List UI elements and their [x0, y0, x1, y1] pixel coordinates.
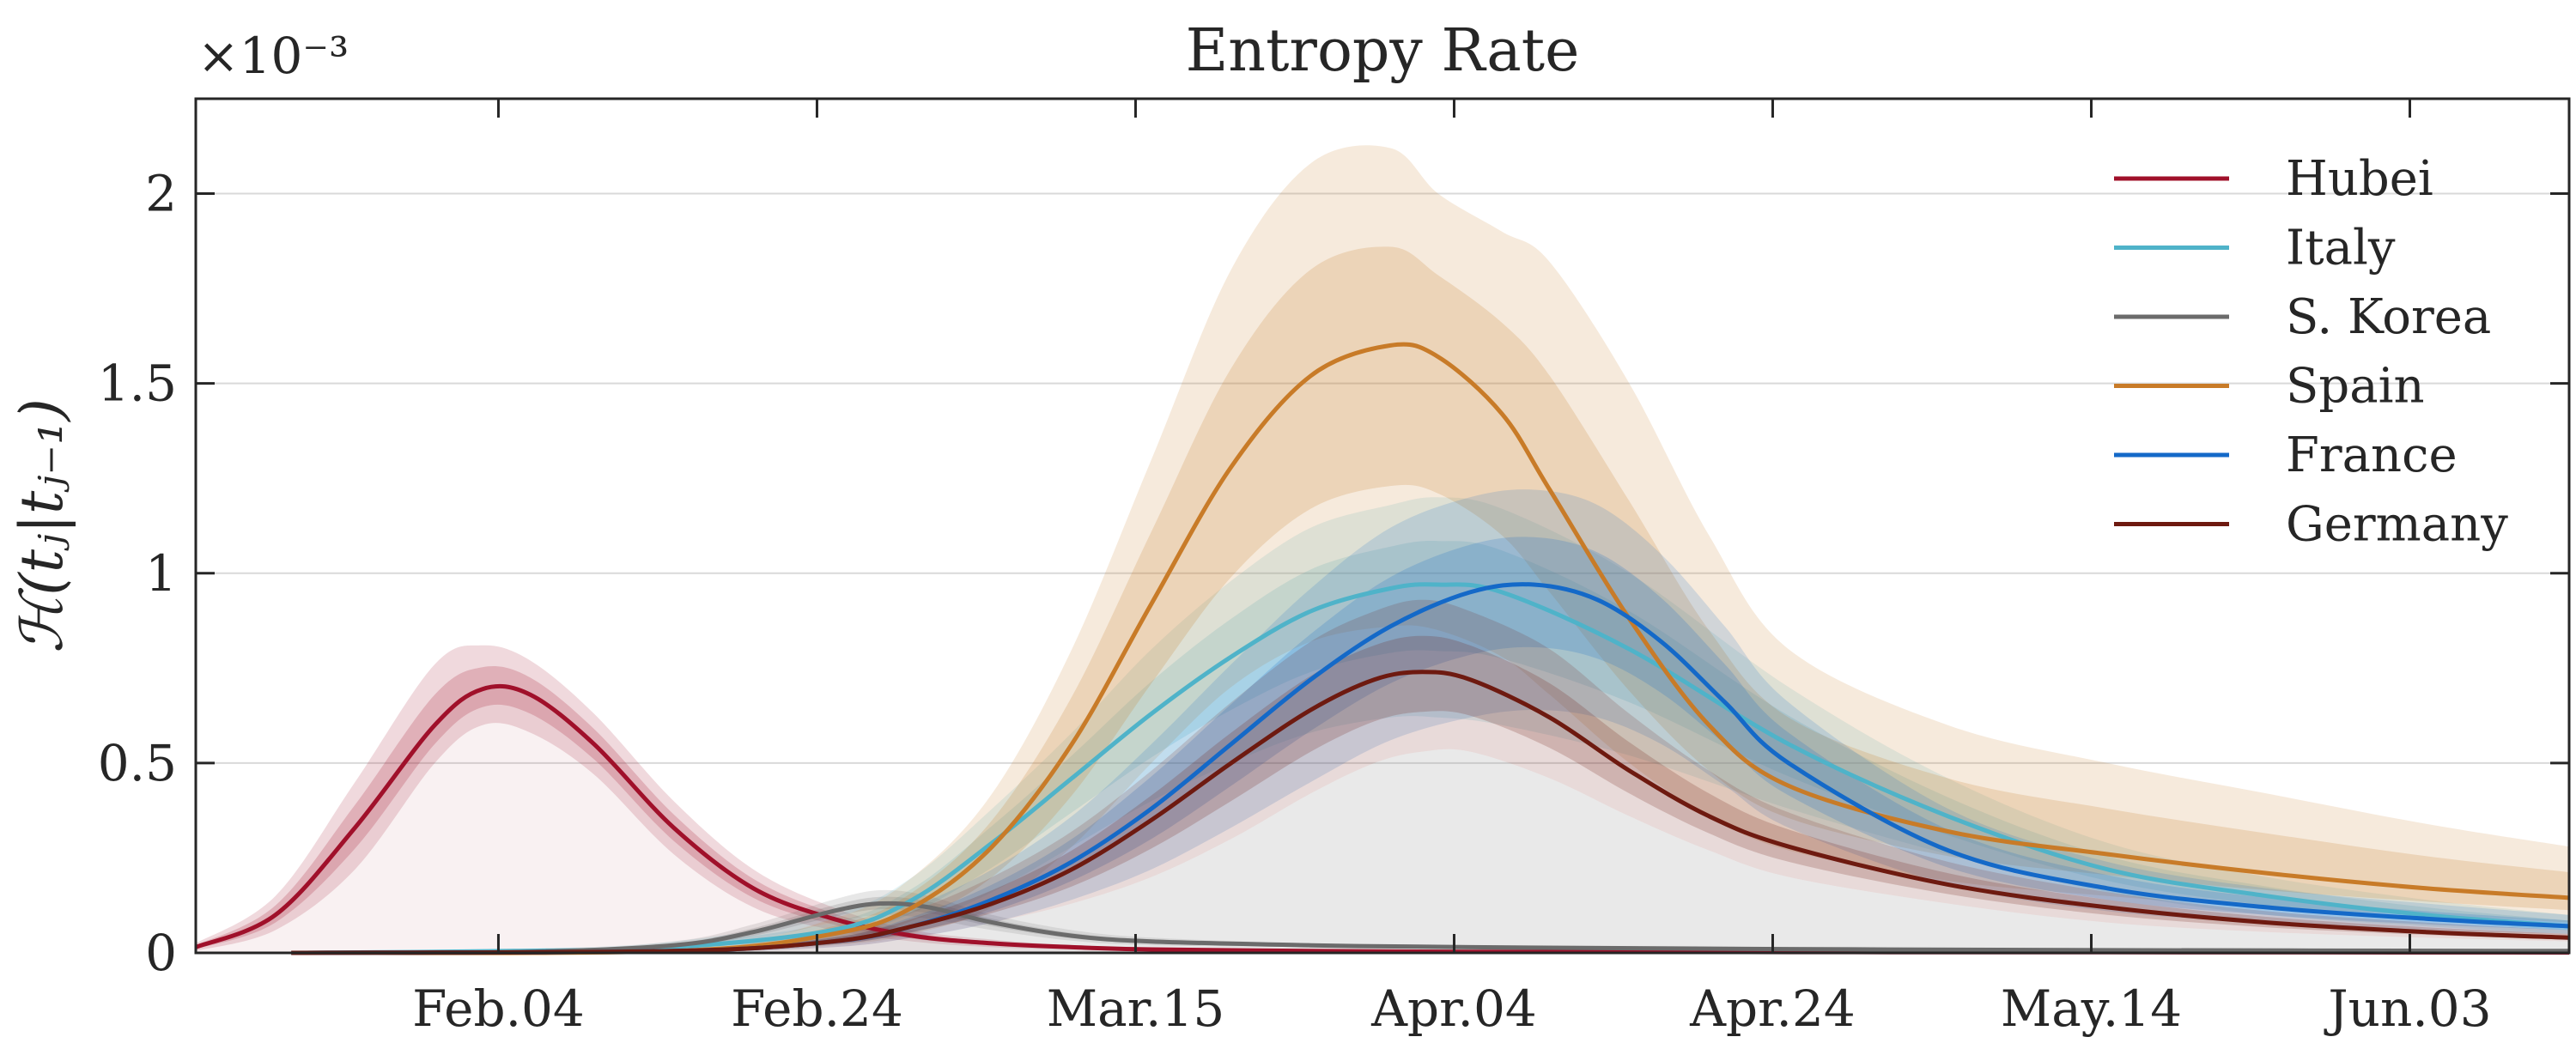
- x-tick-label: Jun.03: [2324, 979, 2491, 1038]
- legend-label-italy: Italy: [2286, 221, 2396, 276]
- x-tick-label: May.14: [2001, 979, 2182, 1038]
- germany-area-fill: [291, 749, 2569, 953]
- hubei-area-fill: [196, 686, 2569, 953]
- x-tick-label: Apr.04: [1370, 979, 1537, 1038]
- y-tick-label: 0.5: [98, 734, 177, 792]
- legend-label-hubei: Hubei: [2286, 151, 2433, 207]
- legend-label-s-korea: S. Korea: [2286, 289, 2491, 345]
- y-tick-label: 0: [145, 924, 177, 982]
- italy-line: [291, 582, 2570, 955]
- y-axis-label: ℋ(tⱼ|tⱼ₋₁): [9, 398, 76, 653]
- s-korea-line: [291, 900, 2570, 955]
- legend-label-spain: Spain: [2286, 359, 2425, 415]
- legend-label-france: France: [2286, 428, 2458, 483]
- spain-line: [291, 342, 2570, 955]
- y-tick-label: 2: [145, 165, 177, 223]
- chart-title: Entropy Rate: [1186, 17, 1580, 85]
- x-tick-label: Apr.24: [1689, 979, 1856, 1038]
- axis-ticks: 0 0.5 1 1.5 2 Feb.04 Feb.24 Mar.15 Apr.04 Apr.24 M…: [98, 99, 2569, 1038]
- x-tick-label: Mar.15: [1047, 979, 1225, 1038]
- italy-band-inner: [291, 541, 2569, 953]
- uncertainty-bands: [196, 145, 2569, 954]
- legend: Hubei Italy S. Korea Spain France Germany: [2114, 151, 2508, 553]
- x-tick-label: Feb.24: [731, 979, 903, 1038]
- spain-band-outer: [291, 145, 2569, 954]
- y-tick-label: 1: [145, 544, 177, 603]
- s-korea-band-inner: [291, 896, 2569, 954]
- legend-label-germany: Germany: [2286, 497, 2508, 553]
- y-tick-label: 1.5: [98, 355, 177, 413]
- germany-line: [291, 670, 2570, 955]
- hubei-band-outer: [196, 645, 2569, 953]
- plot-frame: [194, 97, 2571, 955]
- grid-lines: [196, 192, 2569, 764]
- germany-band-inner: [291, 635, 2569, 953]
- x-tick-label: Feb.04: [412, 979, 585, 1038]
- y-axis-exponent-label: ×10⁻³: [197, 27, 349, 85]
